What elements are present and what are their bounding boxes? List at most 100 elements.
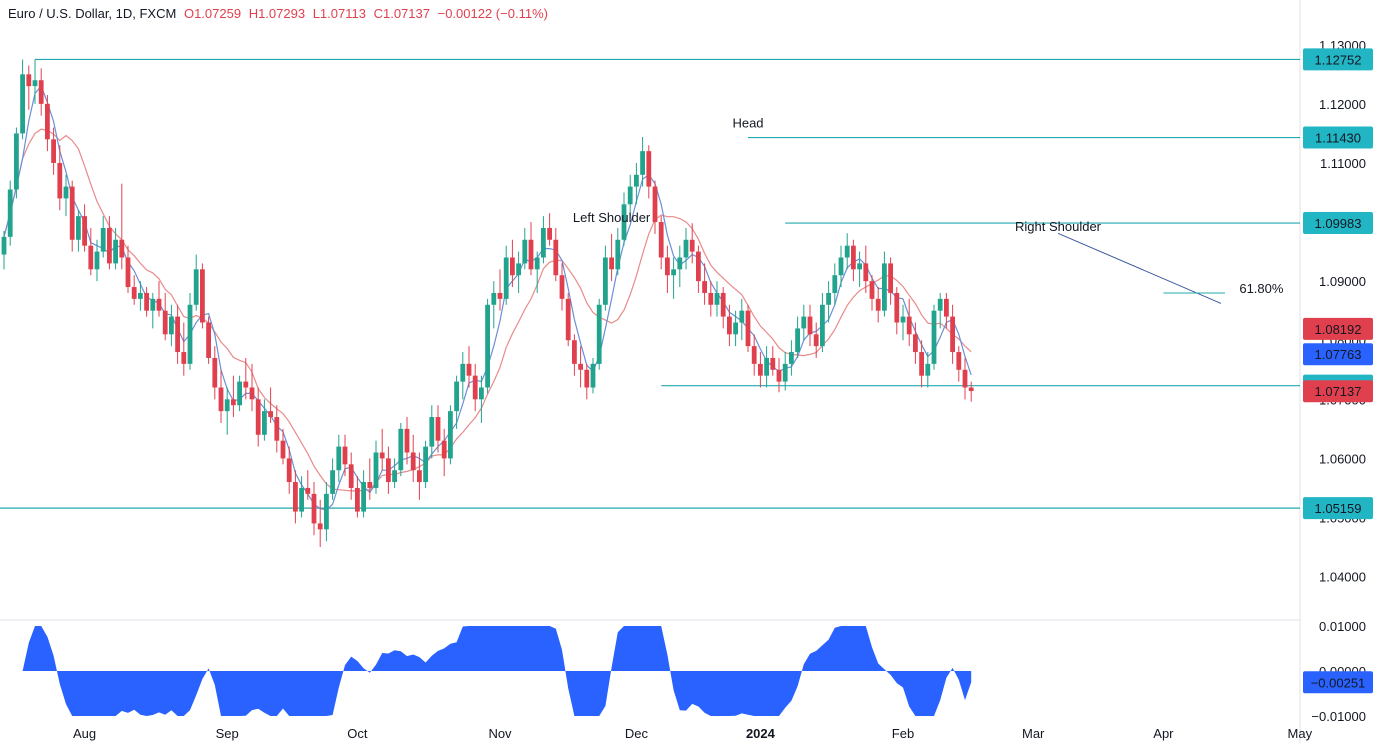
oscillator-badge-bg xyxy=(1303,671,1373,694)
candle-body xyxy=(119,239,125,258)
candle xyxy=(906,298,912,347)
candle xyxy=(7,180,13,246)
candle xyxy=(578,346,583,388)
candle-body xyxy=(950,316,955,353)
candle-body xyxy=(702,281,707,293)
fast-moving-average xyxy=(3,84,972,511)
candle-body xyxy=(931,310,937,364)
candle-body xyxy=(386,458,391,483)
candle-body xyxy=(652,186,658,223)
candle xyxy=(844,233,850,270)
candle xyxy=(869,275,875,311)
candle xyxy=(931,304,937,370)
oscillator-badge: −0.00251 xyxy=(1303,671,1373,694)
candle-body xyxy=(206,322,211,358)
candle-body xyxy=(516,263,521,276)
candle xyxy=(367,458,373,500)
annotations: Head Left Shoulder Right Shoulder 61.80% xyxy=(573,116,1284,304)
candle xyxy=(937,292,943,329)
candle-body xyxy=(968,387,974,392)
candle xyxy=(26,65,32,110)
candle xyxy=(733,310,738,347)
candle xyxy=(181,322,187,376)
candle xyxy=(169,304,174,347)
candle-body xyxy=(317,523,323,530)
candle-body xyxy=(770,357,776,370)
candle xyxy=(299,476,304,518)
price-badge-bg xyxy=(1303,497,1373,520)
candle xyxy=(373,440,379,494)
candle-body xyxy=(900,316,906,323)
oscillator-panel: 0.010000.00000−0.01000 xyxy=(4,619,1366,724)
candle-body xyxy=(274,417,280,441)
candle-body xyxy=(665,257,670,276)
candle-body xyxy=(906,316,912,335)
annotation-label: 61.80% xyxy=(1239,281,1284,296)
candle xyxy=(919,340,924,388)
candle-body xyxy=(417,470,422,483)
candle-body xyxy=(448,411,453,459)
candle-body xyxy=(720,292,726,317)
time-axis[interactable]: Aug Sep Oct Nov Dec 2024 Feb Mar Apr May xyxy=(73,726,1313,741)
candle-body xyxy=(224,399,230,412)
candle-body xyxy=(528,239,534,270)
candle-body xyxy=(776,369,782,382)
candle-body xyxy=(677,257,683,270)
candle xyxy=(764,346,769,388)
candle-body xyxy=(634,174,639,187)
candle xyxy=(82,204,87,252)
candle xyxy=(962,357,968,400)
candle xyxy=(807,304,813,347)
candle-body xyxy=(76,216,81,240)
candle-body xyxy=(689,239,695,252)
candle xyxy=(590,357,596,394)
candle xyxy=(596,298,602,370)
price-badge-bg xyxy=(1303,126,1373,149)
candle-body xyxy=(745,310,751,347)
candle xyxy=(441,428,447,477)
candle xyxy=(739,298,745,341)
candle-body xyxy=(888,263,893,293)
candle xyxy=(336,434,342,483)
candle-body xyxy=(801,316,807,329)
candle xyxy=(355,476,360,518)
time-tick-label: Apr xyxy=(1153,726,1174,741)
candle xyxy=(708,281,714,317)
candle xyxy=(720,287,726,329)
candle-body xyxy=(764,357,769,376)
price-badge: 1.12752 xyxy=(1303,48,1373,71)
candle xyxy=(20,59,25,140)
candle xyxy=(206,316,211,364)
candle xyxy=(131,275,137,305)
time-tick-label: Aug xyxy=(73,726,96,741)
candle-body xyxy=(541,227,546,258)
open-value: O1.07259 xyxy=(183,6,242,21)
candle-body xyxy=(572,340,577,364)
price-badge-label: 1.07137 xyxy=(1315,384,1362,399)
candle xyxy=(572,334,577,376)
price-badge-bg xyxy=(1303,317,1373,340)
candle xyxy=(113,227,118,270)
candle xyxy=(547,213,552,246)
candle xyxy=(361,470,366,518)
candle xyxy=(913,322,918,364)
candle xyxy=(454,375,459,429)
candle xyxy=(1,230,7,270)
candle-body xyxy=(268,411,273,418)
candle xyxy=(770,346,776,376)
moving-averages xyxy=(3,84,972,511)
low-value: L1.07113 xyxy=(312,6,366,21)
candle xyxy=(125,245,131,293)
candle-body xyxy=(851,245,856,270)
candle-body xyxy=(472,375,478,400)
candle-body xyxy=(1,236,7,255)
candle xyxy=(162,292,168,341)
price-badge-label: 1.07763 xyxy=(1315,347,1362,362)
candle-body xyxy=(88,245,94,270)
candle xyxy=(925,352,931,388)
candle-body xyxy=(150,298,156,311)
candle xyxy=(565,292,571,347)
candle xyxy=(94,239,100,282)
candle xyxy=(813,322,819,358)
